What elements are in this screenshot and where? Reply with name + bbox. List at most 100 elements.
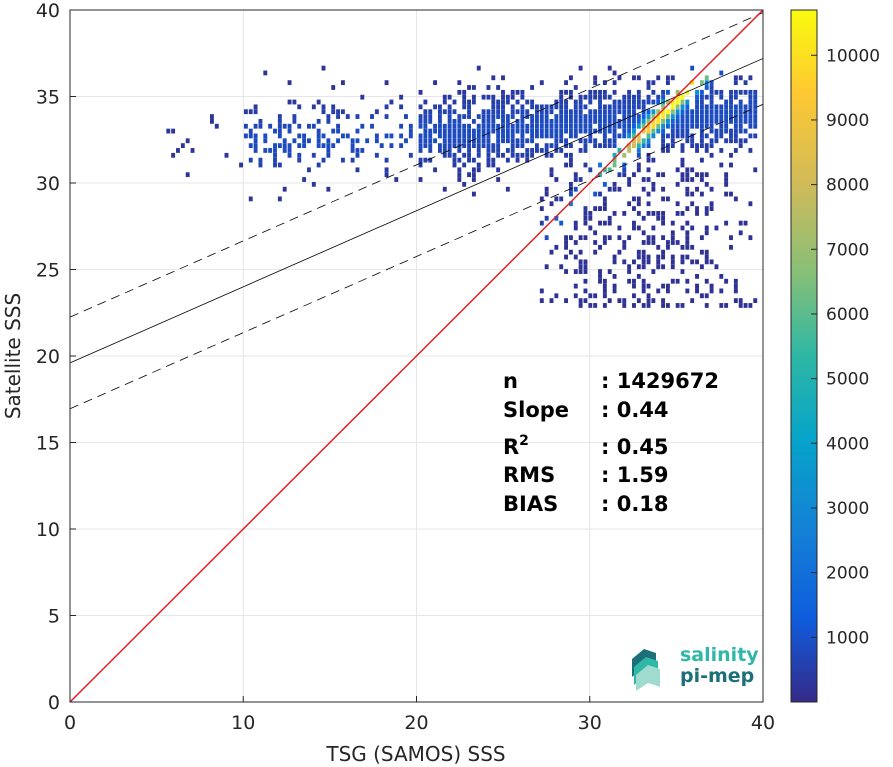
density-cell (583, 143, 588, 149)
density-cell (520, 94, 525, 100)
density-cell (350, 143, 355, 149)
density-cell (505, 148, 510, 153)
density-cell (641, 249, 646, 255)
density-cell (646, 298, 651, 304)
density-cell (297, 157, 302, 163)
density-cell (423, 118, 428, 124)
density-cell (753, 167, 758, 173)
density-cell (501, 133, 505, 139)
density-cell (336, 128, 341, 134)
stat-value: : 0.45 (601, 435, 669, 459)
density-cell (661, 235, 666, 241)
density-cell (457, 114, 462, 119)
density-cell (408, 133, 413, 139)
density-cell (520, 118, 525, 124)
density-cell (302, 177, 307, 182)
density-cell (258, 157, 263, 163)
density-cell (564, 128, 569, 134)
density-cell (651, 211, 656, 216)
density-cell (481, 133, 486, 139)
density-cell (462, 114, 467, 119)
density-cell (622, 303, 627, 308)
density-cell (578, 148, 583, 153)
density-cell (661, 109, 666, 115)
density-cell (675, 128, 680, 134)
density-cell (447, 148, 452, 153)
density-cell (661, 128, 666, 134)
density-cell (568, 152, 573, 158)
density-cell (661, 264, 666, 270)
colorbar-tick-label: 4000 (826, 434, 869, 454)
density-cell (670, 138, 675, 144)
density-cell (588, 123, 593, 129)
density-cell (350, 157, 355, 163)
density-cell (476, 123, 481, 129)
density-cell (442, 152, 447, 158)
density-cell (593, 293, 598, 299)
density-cell (520, 114, 525, 119)
density-cell (535, 104, 539, 110)
density-cell (277, 123, 282, 129)
density-cell (665, 123, 670, 129)
density-cell (675, 109, 680, 115)
density-cell (311, 104, 316, 110)
density-cell (564, 89, 569, 95)
density-cell (661, 133, 666, 139)
density-cell (471, 157, 476, 163)
density-cell (568, 89, 573, 95)
density-cell (214, 123, 219, 129)
density-cell (253, 104, 258, 110)
density-cell (612, 162, 617, 168)
density-cell (588, 99, 593, 105)
density-cell (656, 211, 661, 216)
density-cell (297, 143, 302, 149)
density-cell (607, 104, 612, 110)
density-cell (564, 143, 569, 149)
density-cell (651, 123, 656, 129)
density-cell (307, 167, 311, 173)
density-cell (583, 148, 588, 153)
density-cell (743, 303, 748, 308)
density-cell (544, 152, 549, 158)
density-cell (709, 283, 714, 289)
density-cell (670, 254, 675, 260)
density-cell (496, 109, 501, 115)
density-cell (282, 148, 287, 153)
density-cell (665, 109, 670, 115)
colorbar-tick-label: 2000 (826, 564, 869, 584)
density-cell (583, 259, 588, 265)
density-cell (568, 128, 573, 134)
density-cell (505, 138, 510, 144)
density-cell (607, 65, 612, 71)
density-cell (719, 123, 724, 129)
density-cell (583, 162, 588, 168)
y-tick-label: 15 (36, 433, 60, 455)
density-cell (656, 75, 661, 81)
density-cell (612, 128, 617, 134)
density-cell (481, 118, 486, 124)
density-cell (612, 152, 617, 158)
colorbar (790, 9, 818, 703)
density-cell (646, 283, 651, 289)
stat-row: Slope: 0.44 (503, 400, 669, 421)
density-cell (656, 123, 661, 129)
density-cell (481, 109, 486, 115)
density-cell (287, 143, 292, 149)
density-cell (505, 118, 510, 124)
density-cell (360, 148, 365, 153)
density-cell (462, 162, 467, 168)
density-cell (612, 118, 617, 124)
density-cell (564, 244, 569, 250)
density-cell (316, 162, 321, 168)
density-cell (418, 123, 423, 129)
density-cell (646, 303, 651, 308)
density-cell (588, 211, 593, 216)
density-cell (704, 143, 709, 149)
density-cell (476, 65, 481, 71)
density-cell (428, 157, 433, 163)
density-cell (602, 94, 607, 100)
density-cell (675, 104, 680, 110)
density-cell (622, 123, 627, 129)
density-cell (462, 99, 467, 105)
density-cell (180, 143, 185, 149)
